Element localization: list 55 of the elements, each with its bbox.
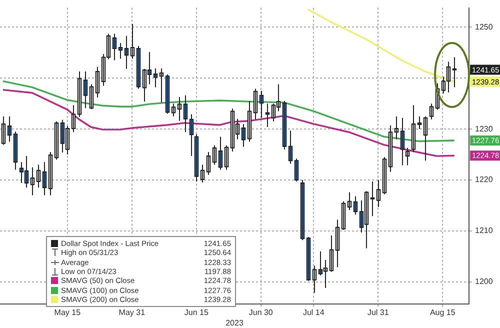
candlestick	[1, 116, 6, 146]
x-tick-label: Jun 15	[184, 308, 209, 317]
candlestick	[177, 96, 182, 122]
y-tick-label: 1250	[475, 22, 494, 32]
x-tick-label: May 15	[54, 308, 82, 317]
candlestick	[241, 123, 246, 148]
candlestick	[259, 90, 264, 118]
candlestick	[312, 265, 317, 294]
candlestick	[30, 166, 35, 196]
x-tick-label: Jun 30	[248, 308, 274, 317]
x-tick-label: May 31	[118, 308, 146, 317]
y-tick-label: 1210	[475, 226, 494, 236]
candlestick	[405, 147, 410, 166]
candlestick	[7, 116, 12, 142]
candlestick	[159, 68, 164, 104]
y-tick-label: 1200	[475, 277, 494, 286]
candlestick	[124, 35, 129, 70]
candlestick	[353, 196, 358, 216]
candlestick	[83, 70, 88, 109]
x-tick-label: Aug 15	[430, 308, 456, 317]
candlestick	[118, 42, 123, 60]
candlestick	[370, 181, 375, 217]
candlestick	[218, 136, 223, 170]
candlestick	[411, 104, 416, 152]
candlestick	[130, 23, 135, 60]
candlestick	[394, 116, 399, 140]
candlestick	[265, 103, 270, 128]
candlestick	[400, 117, 405, 166]
candlestick	[423, 116, 428, 162]
candlestick	[247, 100, 252, 142]
candlestick	[417, 116, 422, 130]
candlestick	[329, 235, 334, 272]
candlestick	[112, 33, 117, 61]
y-tick-label: 1230	[475, 124, 494, 134]
candlestick	[452, 56, 457, 88]
candlestick	[253, 88, 258, 120]
candlestick	[376, 180, 381, 208]
candlestick	[288, 130, 293, 164]
candlestick	[171, 103, 176, 117]
candlestick	[36, 164, 41, 188]
candlestick	[429, 103, 434, 120]
candlestick	[183, 94, 188, 133]
candlestick	[189, 114, 194, 157]
x-axis-title: 2023	[226, 318, 244, 328]
candlestick	[335, 219, 340, 268]
x-tick-label: Jul 31	[367, 308, 390, 317]
candlestick	[42, 162, 47, 196]
candlestick	[71, 104, 76, 133]
candlestick	[206, 151, 211, 176]
candlestick	[200, 164, 205, 184]
candlestick	[153, 68, 158, 88]
x-tick-label: Jul 14	[302, 308, 325, 317]
candlestick	[347, 192, 352, 211]
candlestick	[95, 66, 100, 98]
y-tick-label: 1220	[475, 175, 494, 184]
